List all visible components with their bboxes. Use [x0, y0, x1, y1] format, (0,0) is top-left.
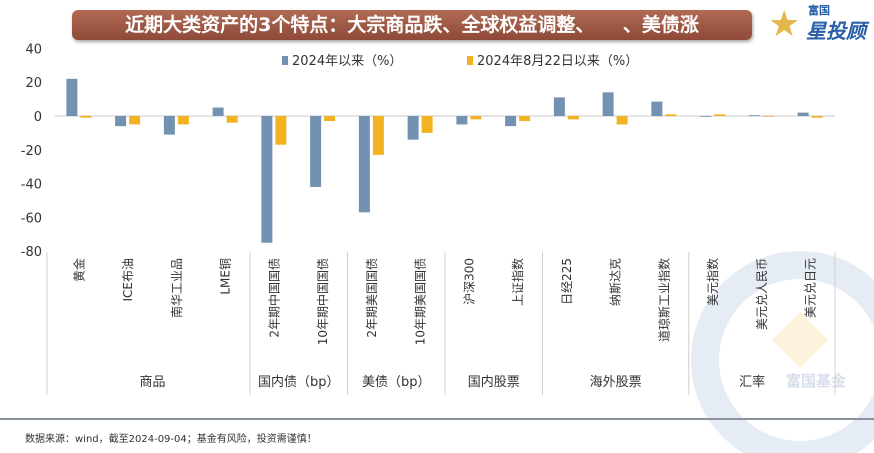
bar-since-aug22 [616, 116, 628, 125]
bar-since-aug22 [129, 116, 141, 125]
category-label: 10年期美国国债 [414, 258, 428, 345]
category-label: 沪深300 [462, 258, 476, 305]
group-label: 商品 [139, 375, 165, 390]
category-label: 2年期中国国债 [266, 258, 281, 338]
brand-logo: ★ 富国 星投顾 [768, 4, 872, 46]
bar-ytd [748, 115, 760, 116]
watermark-diamond [771, 311, 829, 369]
category-label: 美元指数 [705, 258, 720, 306]
y-tick-label: 40 [25, 42, 42, 57]
bar-since-aug22 [421, 116, 433, 133]
bar-since-aug22 [226, 116, 238, 123]
logo-text-1: 富国 [808, 4, 830, 17]
legend-label: 2024年以来（%） [292, 54, 402, 69]
category-label: 10年期中国国债 [315, 258, 330, 345]
watermark-text: 富国基金 [786, 372, 847, 390]
y-tick-label: -40 [21, 178, 42, 193]
bar-ytd [651, 101, 663, 116]
group-label: 汇率 [739, 374, 765, 390]
bar-since-aug22 [762, 116, 774, 117]
bar-ytd [212, 107, 224, 116]
bar-since-aug22 [714, 114, 726, 116]
star-icon: ★ [768, 4, 801, 45]
bar-since-aug22 [470, 116, 482, 120]
category-label: 2年期美国国债 [365, 258, 379, 338]
bar-ytd [261, 116, 273, 243]
bar-since-aug22 [275, 116, 287, 145]
bar-ytd [66, 78, 78, 116]
bar-ytd [456, 116, 468, 125]
y-tick-label: -80 [21, 245, 42, 260]
bar-since-aug22 [324, 116, 336, 122]
bar-ytd [797, 112, 809, 116]
bar-ytd [407, 116, 419, 140]
chart-title-banner: 近期大类资产的3个特点：大宗商品跌、全球权益调整、 、美债涨 [72, 10, 752, 40]
legend-swatch [467, 56, 473, 65]
category-label: 南华工业品 [169, 258, 184, 318]
logo-text-2: 星投顾 [806, 19, 866, 43]
source-note: 数据来源：wind，截至2024-09-04；基金有风险，投资需谨慎！ [25, 434, 317, 445]
bar-since-aug22 [177, 116, 189, 125]
category-label: 纳斯达克 [609, 258, 623, 306]
bar-ytd [310, 116, 322, 187]
y-tick-label: -60 [21, 211, 42, 226]
bar-since-aug22 [567, 116, 579, 120]
category-label: 美元兑人民币 [755, 258, 769, 330]
group-label: 海外股票 [590, 375, 642, 390]
category-label: LME铜 [218, 258, 233, 295]
category-label: ICE布油 [121, 258, 135, 302]
group-label: 国内债（bp） [258, 374, 340, 390]
bar-ytd [358, 116, 370, 213]
bar-since-aug22 [519, 116, 531, 122]
category-label: 黄金 [71, 258, 86, 282]
group-label: 美债（bp） [362, 375, 431, 390]
bar-ytd [553, 97, 565, 116]
category-label: 美元兑日元 [804, 258, 818, 318]
bar-since-aug22 [372, 116, 384, 155]
bar-ytd [602, 92, 614, 116]
legend-label: 2024年8月22日以来（%） [477, 54, 638, 69]
divider [0, 418, 874, 420]
category-label: 日经225 [560, 258, 574, 305]
bar-ytd [163, 116, 175, 135]
y-tick-label: 0 [34, 110, 42, 125]
bar-ytd [505, 116, 517, 127]
category-label: 上证指数 [510, 258, 525, 306]
bar-ytd [700, 116, 712, 117]
y-tick-label: 20 [25, 76, 42, 91]
legend-swatch [282, 56, 288, 65]
bar-since-aug22 [80, 116, 92, 118]
y-tick-label: -20 [21, 144, 42, 159]
bar-since-aug22 [811, 116, 823, 118]
bar-since-aug22 [665, 114, 677, 116]
category-label: 道琼斯工业指数 [656, 258, 671, 342]
group-label: 国内股票 [468, 374, 520, 390]
bar-ytd [115, 116, 127, 127]
watermark-logo [691, 251, 874, 453]
